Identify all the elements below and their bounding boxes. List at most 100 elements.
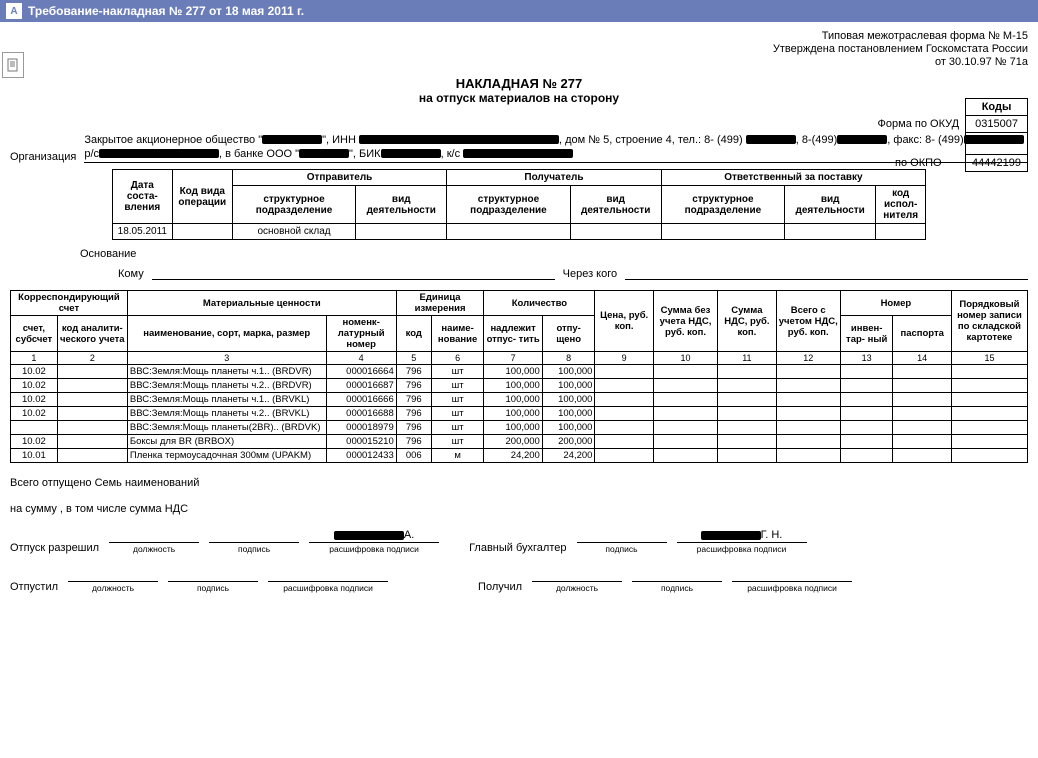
table-row: 10.02 ВВС:Земля:Мощь планеты ч.2.. (BRDVR… [11,379,1028,393]
cap-decode: расшифровка подписи [697,544,787,554]
table-cell: 000016664 [326,365,396,379]
table-cell [57,435,127,449]
mh-nomen: номенк- латурный номер [326,316,396,352]
mh-passport: паспорта [893,316,951,352]
table-cell [840,407,893,421]
table-cell [776,365,840,379]
redacted [746,135,796,144]
table-cell [57,421,127,435]
main-table: Корреспондирующий счет Материальные ценн… [10,290,1028,463]
table-cell [653,421,717,435]
table-cell: 796 [396,421,431,435]
mh-corr: Корреспондирующий счет [11,291,128,316]
mh-sum-novat: Сумма без учета НДС, руб. коп. [653,291,717,352]
table-cell [57,365,127,379]
cap-pos: должность [556,583,598,593]
chief-label: Главный бухгалтер [469,542,566,554]
table-cell: 10.01 [11,449,58,463]
table-cell [893,393,951,407]
released-pos [68,568,158,582]
table-cell [718,393,776,407]
received-pos [532,568,622,582]
table-cell [57,407,127,421]
okpo-value: 44442199 [966,155,1028,172]
mh-number: Номер [840,291,951,316]
table-cell: 796 [396,379,431,393]
codes-box: Коды Форма по ОКУД0315007 по ОКПО4444219… [872,98,1028,172]
org-inn: ", ИНН [322,134,359,146]
table-cell: 10.02 [11,379,58,393]
mh-sum-total: Всего с учетом НДС, руб. коп. [776,291,840,352]
hdr-opcode: Код вида операции [172,170,232,224]
total-items: Всего отпущено Семь наименований [10,477,1028,489]
window-titlebar: А Требование-накладная № 277 от 18 мая 2… [0,0,1038,22]
table-cell: шт [431,365,484,379]
table-cell [951,421,1027,435]
table-cell: шт [431,379,484,393]
left-rail-button[interactable] [2,52,24,78]
chief-name: Г. Н. [761,529,783,541]
hdr-resp-struct-val [661,224,784,240]
table-cell [718,407,776,421]
table-row: 10.02ВВС:Земля:Мощь планеты ч.1.. (BRVKL… [11,393,1028,407]
table-cell: 100,000 [484,407,542,421]
table-cell [595,365,653,379]
table-cell: 000016688 [326,407,396,421]
codes-blank [966,133,1028,155]
table-cell: ВВС:Земля:Мощь планеты ч.2.. (BRDVR) [127,379,326,393]
table-cell: 000012433 [326,449,396,463]
table-cell: 100,000 [542,379,595,393]
basis-value [144,246,1028,260]
cap-decode: расшифровка подписи [747,583,837,593]
redacted [262,135,322,144]
table-cell [776,435,840,449]
redacted [99,149,219,158]
hdr-exec: код испол- нителя [876,186,926,224]
table-cell: 000016666 [326,393,396,407]
mh-unit-name: наиме- нование [431,316,484,352]
hdr-sender-act: вид деятельности [356,186,447,224]
coln: 10 [653,352,717,365]
mh-name: наименование, сорт, марка, размер [127,316,326,352]
table-cell [776,407,840,421]
header-table: Дата соста- вления Код вида операции Отп… [112,169,926,240]
mh-analytic: код аналити- ческого учета [57,316,127,352]
chief-sign [577,529,667,543]
table-cell [776,421,840,435]
table-cell: 000018979 [326,421,396,435]
mh-qty: Количество [484,291,595,316]
to-via-row: Кому Через кого [10,266,1028,280]
table-cell [840,379,893,393]
sign-row-1: Отпуск разрешил должность подпись А.расш… [10,529,1028,554]
form-meta-line1: Типовая межотраслевая форма № М-15 [10,30,1028,43]
table-cell [951,407,1027,421]
hdr-sender: Отправитель [232,170,446,186]
table-cell [893,379,951,393]
table-row: 10.02Боксы для BR (BRBOX)000015210796шт2… [11,435,1028,449]
doc-title: НАКЛАДНАЯ № 277 [10,76,1028,91]
table-cell: 100,000 [484,379,542,393]
chief-decode: Г. Н. [677,529,807,543]
total-sum: на сумму , в том числе сумма НДС [10,503,1028,515]
table-cell [57,379,127,393]
cap-sign: подпись [661,583,693,593]
org-ks: , к/с [441,148,464,160]
hdr-resp-struct: структурное подразделение [661,186,784,224]
cap-sign: подпись [605,544,637,554]
okpo-label: по ОКПО [872,155,966,172]
hdr-recv-struct: структурное подразделение [447,186,570,224]
redacted [381,149,441,158]
cap-decode: расшифровка подписи [283,583,373,593]
mh-mat: Материальные ценности [127,291,396,316]
table-cell: м [431,449,484,463]
table-cell [595,449,653,463]
table-cell [653,379,717,393]
cap-pos: должность [92,583,134,593]
table-cell [718,421,776,435]
hdr-sender-act-val [356,224,447,240]
table-cell: 24,200 [484,449,542,463]
table-cell: Пленка термоусадочная 300мм (UPAKM) [127,449,326,463]
basis-row: Основание [10,246,1028,260]
okud-label: Форма по ОКУД [872,116,966,133]
redacted [701,531,761,540]
